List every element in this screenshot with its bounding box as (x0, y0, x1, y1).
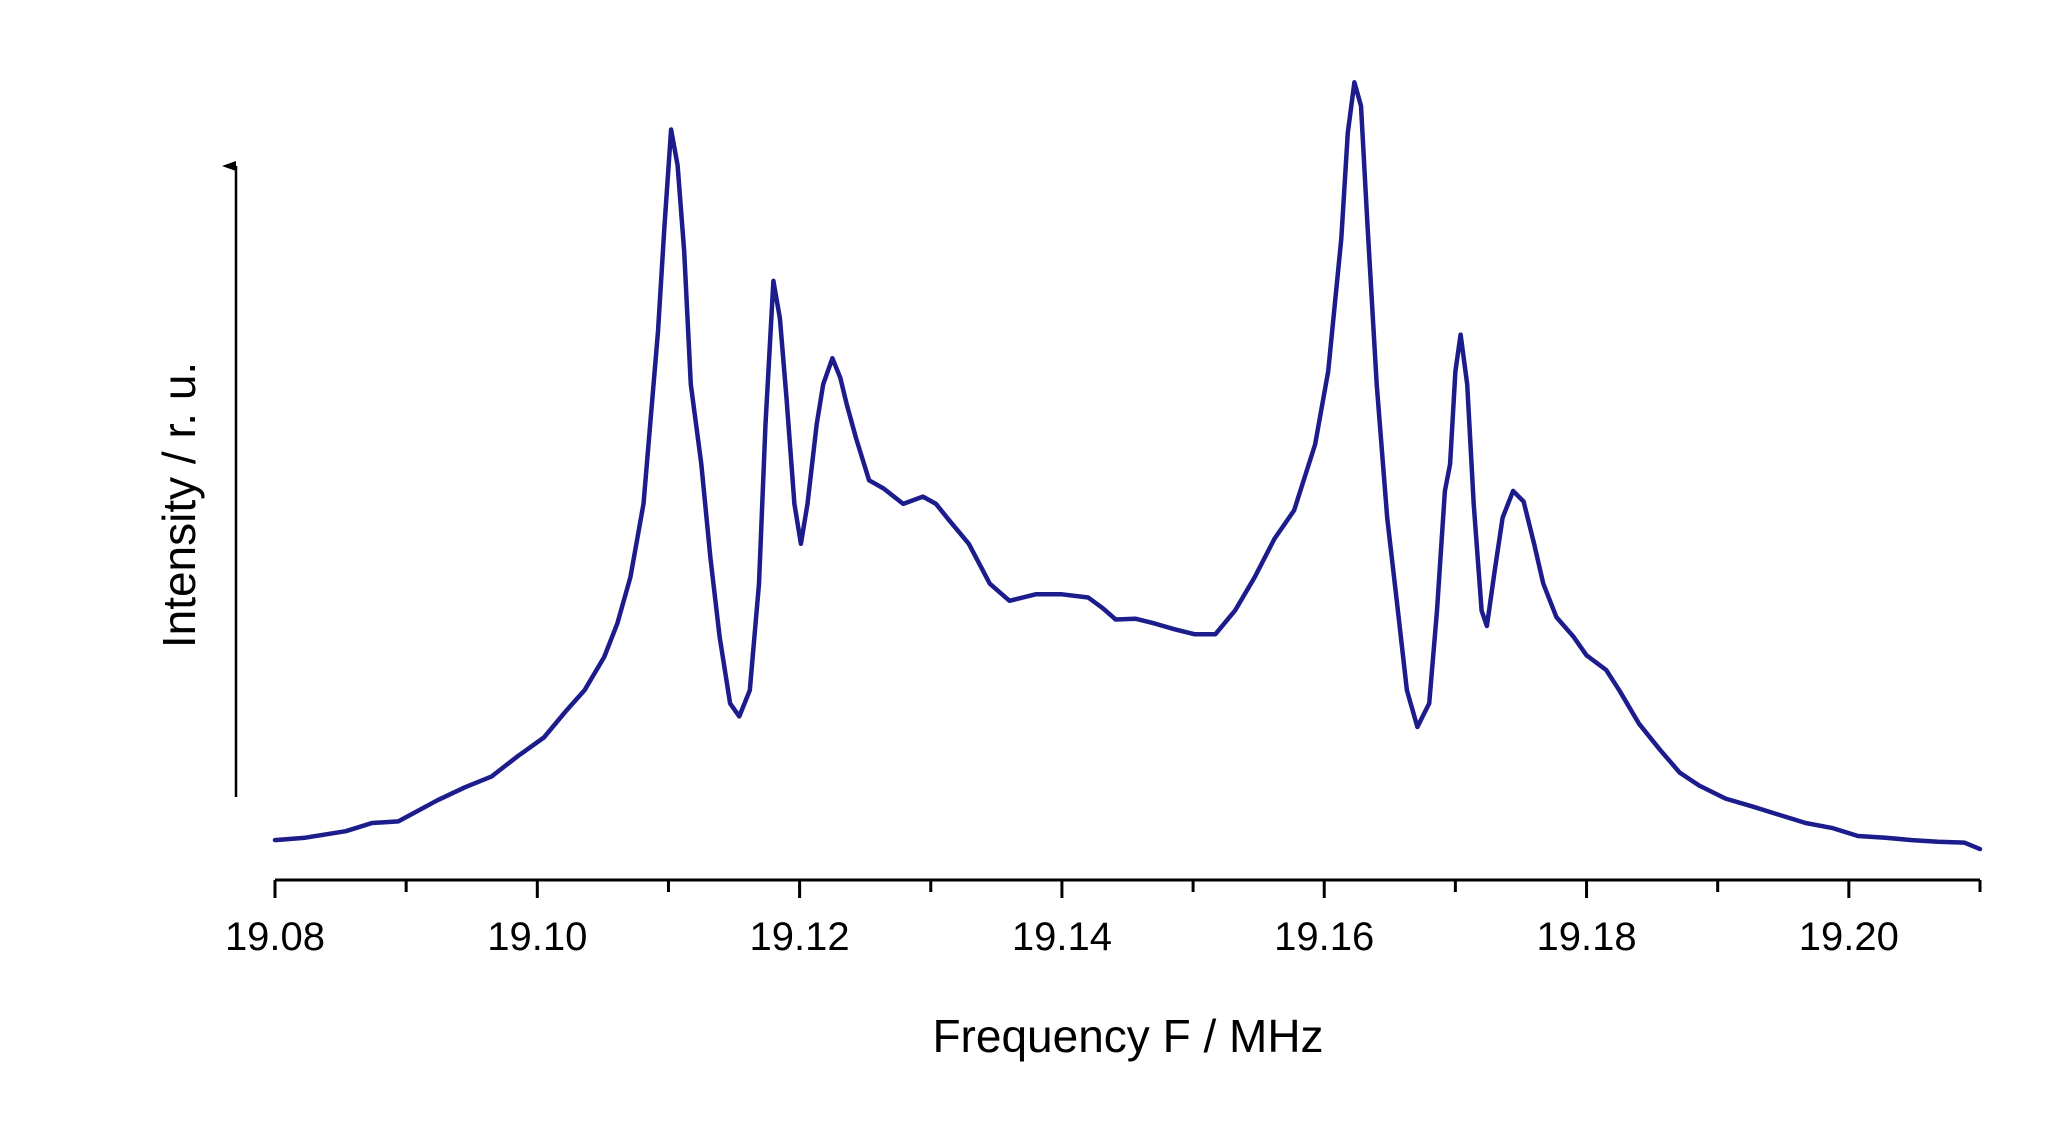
x-tick-label: 19.14 (1012, 915, 1112, 959)
spectrum-line (272, 80, 1983, 852)
x-tick-label: 19.10 (487, 915, 587, 959)
x-tick-label: 19.20 (1799, 915, 1899, 959)
x-tick-label: 19.08 (225, 915, 325, 959)
x-tick-label: 19.18 (1536, 915, 1636, 959)
x-tick-label: 19.16 (1274, 915, 1374, 959)
x-axis-label: Frequency F / MHz (932, 1010, 1323, 1062)
x-tick-label: 19.12 (750, 915, 850, 959)
y-axis-label: Intensity / r. u. (153, 362, 205, 648)
